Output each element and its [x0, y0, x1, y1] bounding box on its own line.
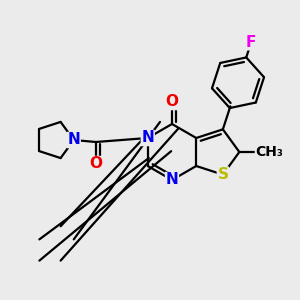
Text: N: N [68, 133, 80, 148]
Text: O: O [166, 94, 178, 110]
Text: F: F [246, 35, 256, 50]
Text: O: O [89, 157, 102, 172]
Text: N: N [141, 130, 154, 146]
Text: CH₃: CH₃ [255, 145, 283, 159]
Text: S: S [218, 167, 228, 182]
Text: N: N [166, 172, 178, 188]
